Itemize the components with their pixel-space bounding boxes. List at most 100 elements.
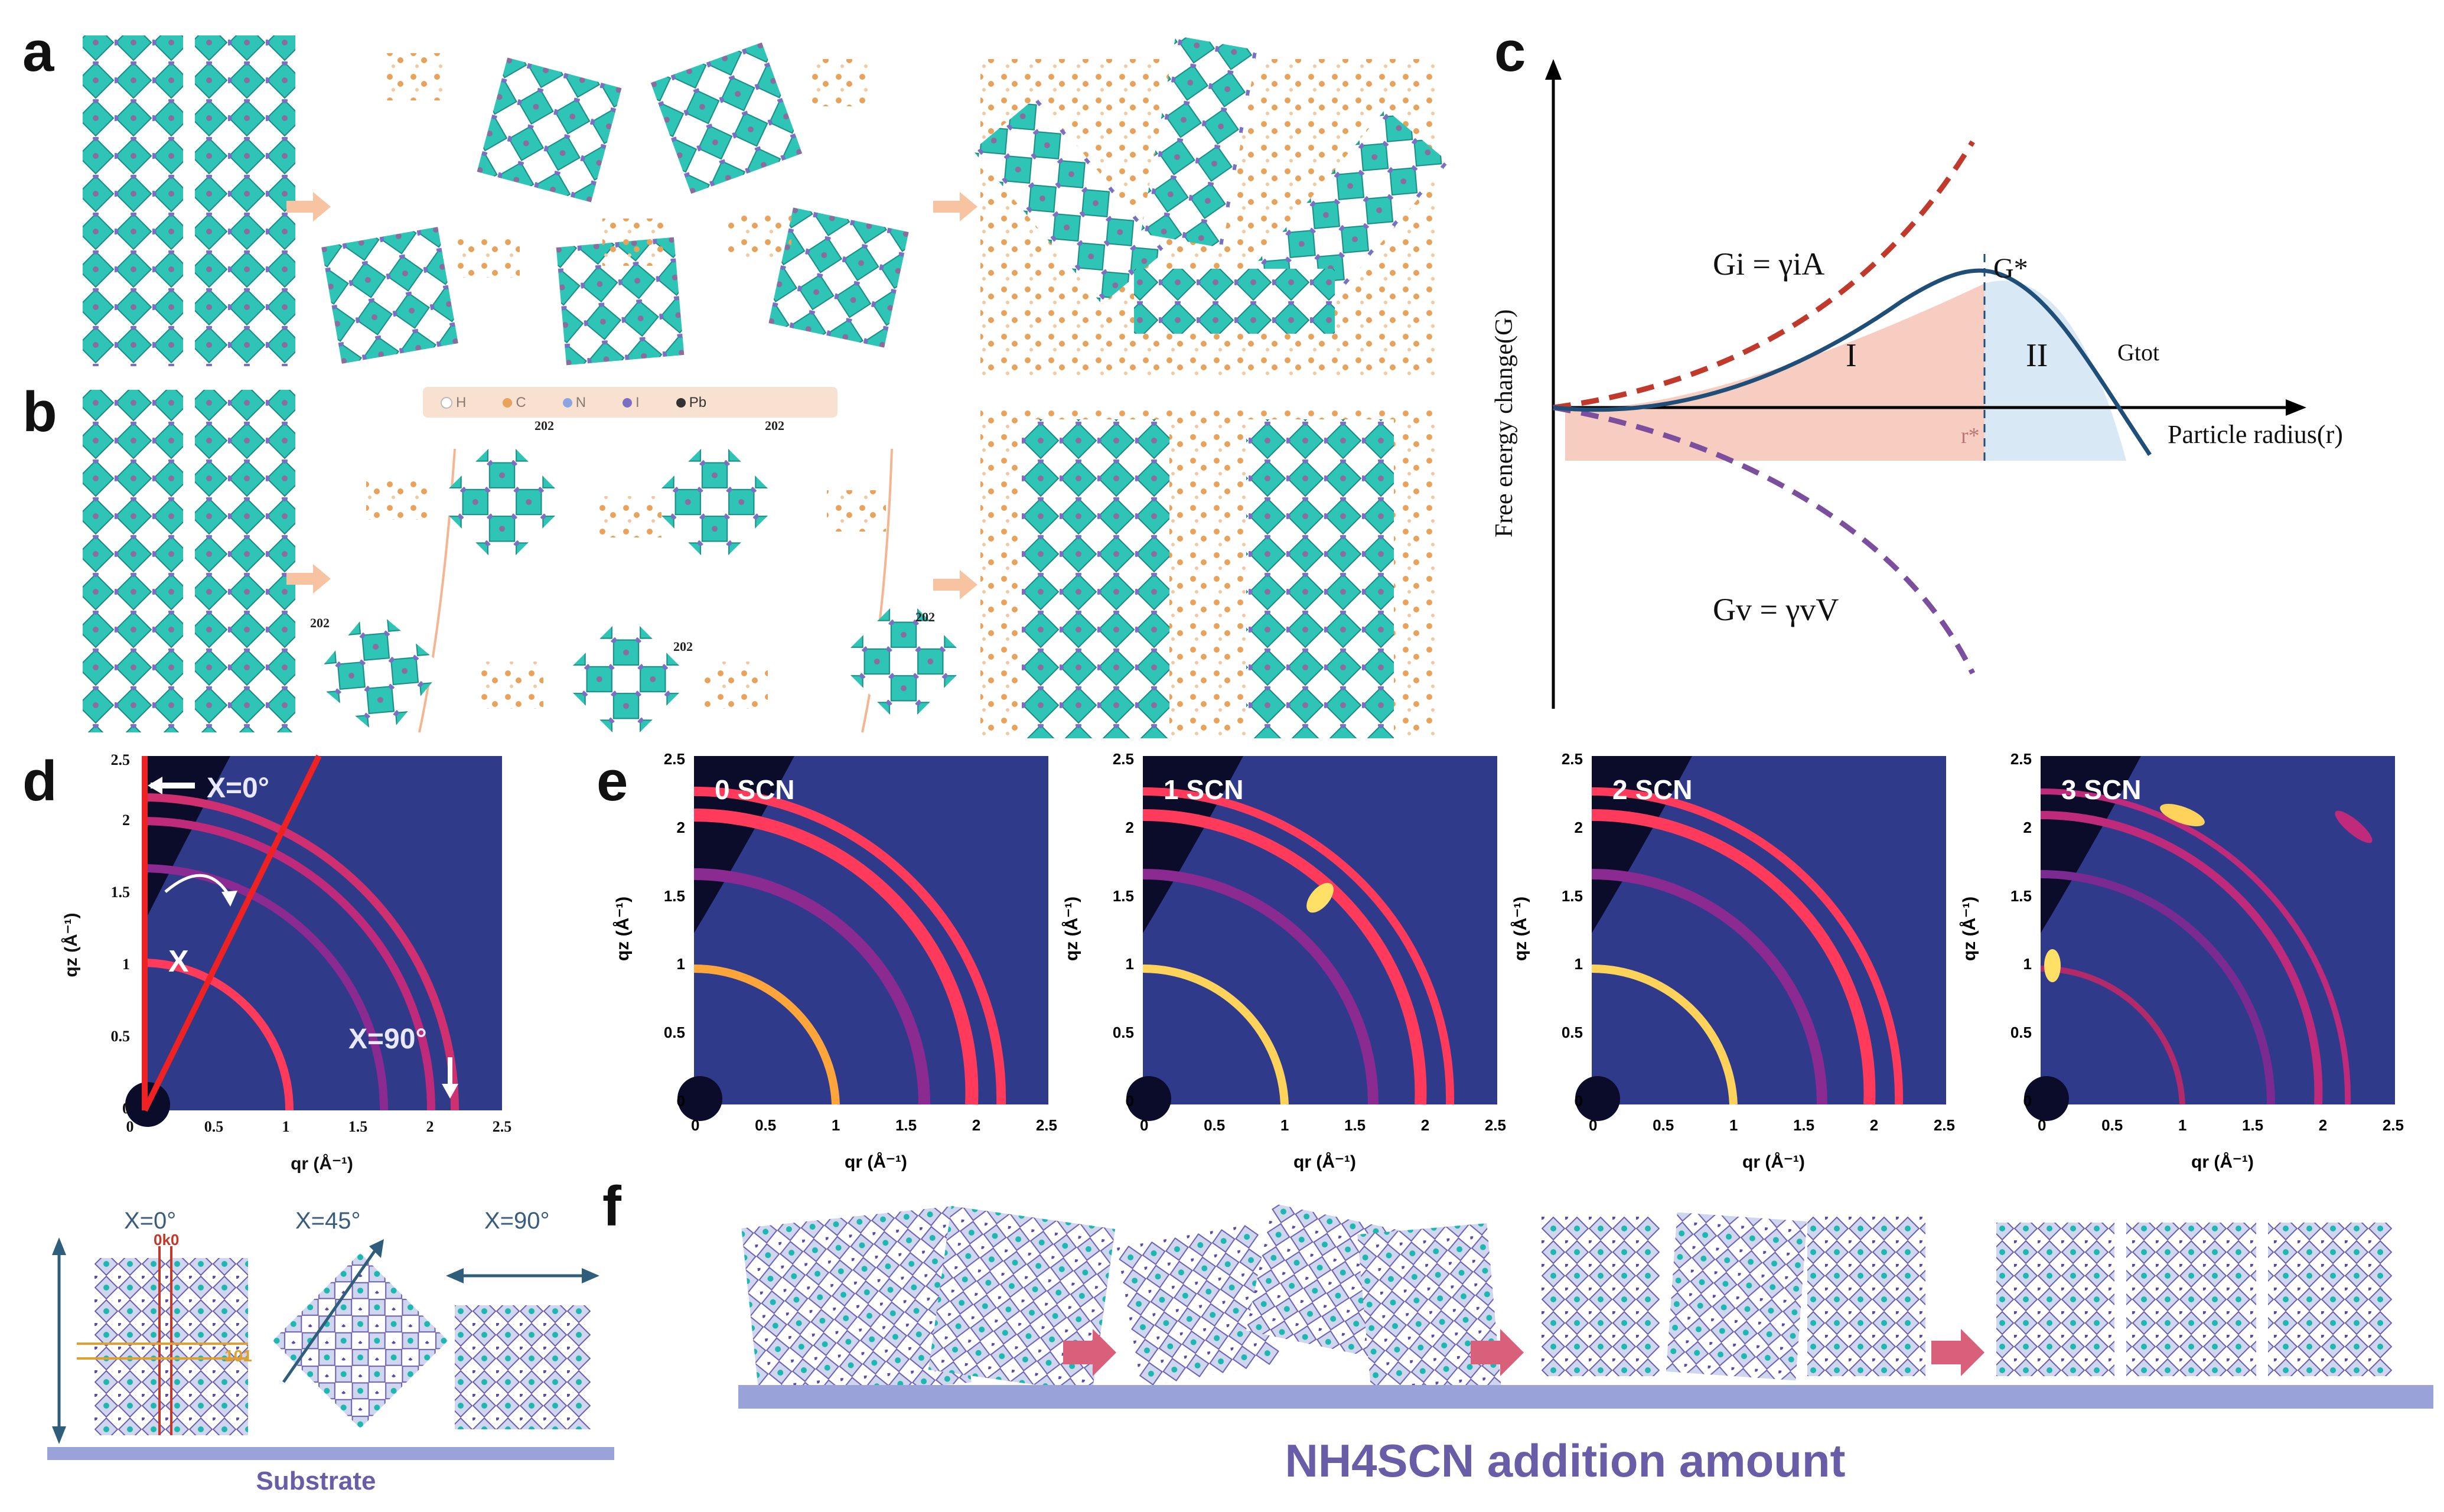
- x-axis-label: qr (Å⁻¹): [291, 1154, 353, 1174]
- d-ticks: 0 0.5 1 1.5 2 2.5 0 0.5 1 1.5 2 2.5: [111, 751, 512, 1135]
- y-tick: 2: [122, 812, 130, 829]
- x-axis-label: qr (Å⁻¹): [1742, 1152, 1805, 1172]
- chi-angle-line: [142, 754, 322, 1112]
- y-axis-label: Free energy change(G): [1491, 309, 1518, 537]
- substrate-label: Substrate: [256, 1467, 376, 1495]
- panel-d-chart: X=0° X X=90° 0 0.5 1 1.5 2 2.5 0 0.5 1 1…: [61, 751, 512, 1174]
- panel-label-c: c: [1494, 20, 1526, 83]
- x-ticks-2scn: 0 0.5 1 1.5 2 2.5: [1589, 1116, 1955, 1134]
- panel-label-a: a: [22, 20, 54, 83]
- schematic-label-45: X=45°: [295, 1208, 361, 1234]
- panel-label-e: e: [597, 750, 628, 813]
- plane-label-202: 202: [915, 610, 935, 624]
- dispersed-octahedra-a: [321, 42, 909, 366]
- region-2-fill: [1984, 281, 2126, 461]
- schematic-label-90: X=90°: [484, 1208, 550, 1234]
- r-star-label: r*: [1961, 423, 1980, 448]
- x-tick: 2.5: [493, 1118, 512, 1135]
- x-axis-label: qr (Å⁻¹): [2191, 1152, 2254, 1172]
- giwaxs-map-0scn: [677, 756, 1048, 1121]
- layered-2d-structure-a: [83, 35, 295, 366]
- series-gv: [1553, 405, 1976, 674]
- film-stage-2: [1116, 1203, 1501, 1400]
- legend-item-pb: Pb: [676, 395, 706, 411]
- series-gi: [1553, 140, 1975, 410]
- chi-0-label: X=0°: [207, 773, 269, 804]
- y-ticks-1scn: 0 0.5 1 1.5 2 2.5: [1112, 750, 1134, 1110]
- x-ticks-1scn: 0 0.5 1 1.5 2 2.5: [1140, 1116, 1506, 1134]
- schematic-label-0: X=0°: [124, 1208, 176, 1234]
- atom-legend: H C N I Pb: [423, 387, 838, 418]
- ordered-film-b: [980, 408, 1435, 738]
- y-tick: 2.5: [111, 751, 131, 768]
- giwaxs-map-1scn: [1126, 756, 1497, 1121]
- x-ticks-0scn: 0 0.5 1 1.5 2 2.5: [691, 1116, 1057, 1134]
- region-2-label: II: [2026, 337, 2048, 374]
- x-tick: 0: [126, 1118, 134, 1135]
- chi-label: X: [168, 944, 189, 979]
- y-tick: 1.5: [111, 884, 131, 901]
- legend-item-n: N: [562, 395, 586, 411]
- substrate-bar: [738, 1385, 2433, 1409]
- panel-c-chart: Free energy change(G) Particle radius(r)…: [1491, 59, 2343, 709]
- g-star-label: G*: [1993, 253, 2028, 284]
- x-tick: 1: [282, 1118, 290, 1135]
- x-ticks-3scn: 0 0.5 1 1.5 2 2.5: [2038, 1116, 2404, 1134]
- x-axis-label: qr (Å⁻¹): [1293, 1152, 1356, 1172]
- plane-label-202: 202: [535, 418, 554, 433]
- plane-101-label: 101: [224, 1347, 252, 1365]
- sample-label-0scn: 0 SCN: [715, 774, 795, 805]
- film-stage-4: [1996, 1223, 2392, 1376]
- oriented-octahedra-b: [311, 435, 971, 738]
- y-axis-label: qz (Å⁻¹): [1960, 896, 1980, 962]
- panel-label-f: f: [602, 1175, 621, 1238]
- x-tick: 2: [426, 1118, 434, 1135]
- sample-label-3scn: 3 SCN: [2061, 774, 2142, 805]
- sample-label-1scn: 1 SCN: [1164, 774, 1244, 805]
- y-ticks-2scn: 0 0.5 1 1.5 2 2.5: [1561, 750, 1583, 1110]
- series-gtot: [1553, 268, 2152, 456]
- panel-e: 0 SCN 1 SCN 2 SCN 3 SCN qr (Å⁻¹) qr (Å⁻¹…: [613, 750, 2439, 1187]
- y-tick: 0: [122, 1100, 130, 1117]
- panel-f-caption: NH4SCN addition amount: [1285, 1435, 1846, 1487]
- sample-label-2scn: 2 SCN: [1612, 774, 1693, 805]
- x-tick: 1.5: [348, 1118, 368, 1135]
- y-axis-label: qz (Å⁻¹): [61, 913, 81, 977]
- y-axis-label: qz (Å⁻¹): [1511, 896, 1531, 962]
- film-stage-1: [741, 1205, 1116, 1405]
- substrate-bar: [47, 1447, 614, 1460]
- legend-item-c: C: [503, 395, 526, 411]
- layered-2d-structure-b: [83, 390, 295, 732]
- eq-volume-label: Gv = γvV: [1713, 592, 1839, 627]
- x-tick: 0.5: [204, 1118, 224, 1135]
- legend-item-h: H: [441, 395, 466, 411]
- plane-label-202: 202: [765, 418, 784, 433]
- plane-label-202: 202: [673, 639, 693, 654]
- y-axis-label: qz (Å⁻¹): [613, 896, 633, 962]
- chi-90-label: X=90°: [348, 1024, 427, 1055]
- panel-a-schematic: [83, 35, 1449, 378]
- film-stage-3: [1542, 1212, 1925, 1381]
- giwaxs-map-3scn: [2024, 756, 2395, 1121]
- g-tot-label: Gtot: [2117, 339, 2159, 366]
- panel-b-schematic: 202 202 202 202 202: [83, 390, 1435, 738]
- plane-0k0-label: 0k0: [154, 1231, 179, 1249]
- panel-e-maps: [677, 756, 2395, 1121]
- aggregated-clusters-a: [973, 35, 1449, 378]
- x-axis-label: Particle radius(r): [2168, 420, 2343, 449]
- y-tick: 0.5: [111, 1028, 131, 1045]
- x-axis-label: qr (Å⁻¹): [845, 1152, 907, 1172]
- y-tick: 1: [122, 956, 130, 973]
- panel-f-schematic: NH4SCN addition amount: [738, 1203, 2433, 1487]
- panel-label-d: d: [22, 750, 57, 813]
- eq-surface-label: Gi = γiA: [1713, 246, 1824, 282]
- y-ticks-0scn: 0 0.5 1 1.5 2 2.5: [663, 750, 685, 1110]
- region-1-label: I: [1846, 337, 1857, 374]
- y-axis-label: qz (Å⁻¹): [1062, 896, 1082, 962]
- legend-item-i: I: [623, 395, 640, 411]
- plane-label-202: 202: [310, 615, 330, 630]
- giwaxs-map-2scn: [1575, 756, 1946, 1121]
- y-ticks-3scn: 0 0.5 1 1.5 2 2.5: [2010, 750, 2032, 1110]
- giwaxs-map-d: [142, 756, 502, 1110]
- panel-label-b: b: [22, 380, 57, 444]
